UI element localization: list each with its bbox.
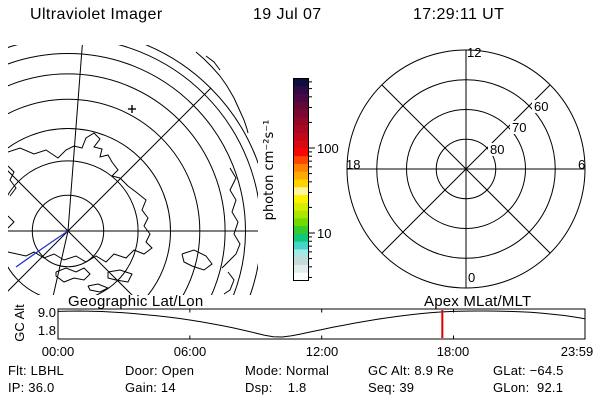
status-gain: Gain: 14 — [125, 380, 176, 395]
app-title: Ultraviolet Imager — [30, 6, 163, 23]
colorbar-unit-label: photon cm⁻²s⁻¹ — [262, 119, 277, 221]
status-seq: Seq: 39 — [368, 380, 415, 395]
mlt-12-label: 12 — [467, 45, 481, 60]
strip-chart-ylabel: GC Alt — [12, 304, 27, 342]
xtick-1200: 12:00 — [305, 344, 339, 359]
geo-map-caption: Geographic Lat/Lon — [68, 293, 204, 310]
gc-altitude-strip-chart — [57, 308, 586, 340]
mlat-70-label: 70 — [512, 120, 526, 135]
xtick-1800: 18:00 — [436, 344, 470, 359]
status-filter: Flt: LBHL — [8, 363, 64, 378]
ytick-9.0: 9.0 — [37, 305, 56, 320]
colorbar-tick-10: 10 — [317, 226, 332, 241]
mlt-0-label: 0 — [468, 270, 475, 285]
mlat-60-label: 60 — [534, 99, 548, 114]
mlat-80-label: 80 — [490, 142, 504, 157]
observation-time: 17:29:11 UT — [413, 6, 505, 23]
status-glat: GLat: −64.5 — [493, 363, 564, 378]
status-ip: IP: 36.0 — [8, 380, 55, 395]
colorbar-tick-100: 100 — [317, 141, 339, 156]
ytick-1.8: 1.8 — [37, 323, 56, 338]
geographic-map — [8, 45, 258, 295]
colorbar — [293, 78, 315, 281]
status-glon: GLon: 92.1 — [493, 380, 564, 395]
apex-plot-caption: Apex MLat/MLT — [424, 293, 532, 310]
status-door: Door: Open — [125, 363, 195, 378]
status-gc-alt: GC Alt: 8.9 Re — [368, 363, 454, 378]
apex-mlat-mlt-plot: 12 18 6 0 60 70 80 — [346, 45, 586, 289]
xtick-0600: 06:00 — [173, 344, 207, 359]
xtick-2359: 23:59 — [560, 344, 594, 359]
status-dsp: Dsp: 1.8 — [245, 380, 307, 395]
status-mode: Mode: Normal — [245, 363, 330, 378]
mlt-18-label: 18 — [346, 157, 360, 172]
mlt-6-label: 6 — [578, 157, 585, 172]
observation-date: 19 Jul 07 — [253, 6, 322, 23]
xtick-0000: 00:00 — [41, 344, 75, 359]
